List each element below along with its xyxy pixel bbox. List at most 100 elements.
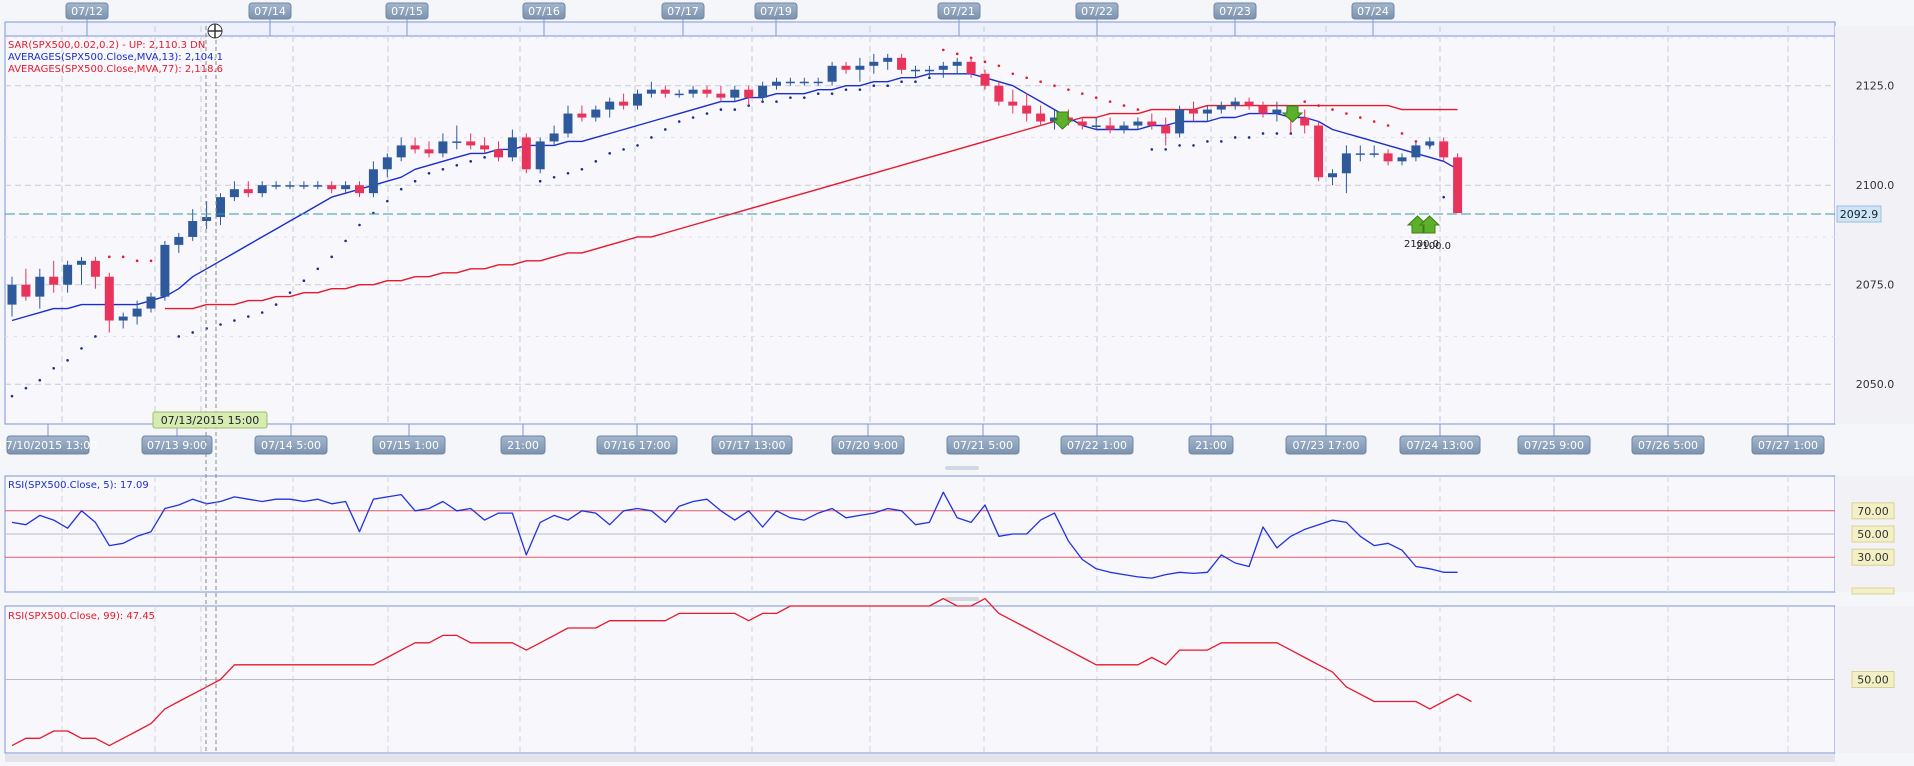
candle [7,276,17,317]
candle [1230,97,1240,110]
candle-body [77,260,86,265]
time-axis-badge [1517,435,1591,455]
header-date-label: 07/23 [1219,5,1251,18]
candle-body [1230,101,1240,106]
sar-dot [664,128,667,131]
candle-body [104,276,114,321]
candle [841,61,851,74]
crosshair-cursor-icon[interactable] [207,23,223,39]
sar-dot [733,108,737,111]
candle-body [494,149,503,158]
candle [799,77,809,86]
candle-body [1369,153,1379,155]
candle-body [605,101,615,110]
sar-dot [247,315,250,318]
candle [563,105,573,138]
candle-body [1133,121,1143,126]
candle-body [772,81,781,86]
candle [869,53,879,74]
header-date-label: 07/16 [528,5,560,18]
sar-dot [608,152,611,155]
candle [174,232,184,253]
candle [202,201,212,229]
candle [1036,105,1046,126]
sar-dot [816,92,820,95]
candle [1355,145,1365,162]
time-axis-label: 07/10/2015 13:00 [0,439,97,452]
rsi5-tick-label: 70.00 [1857,505,1889,518]
candle-body [702,89,712,94]
sar-dot [1442,195,1445,199]
candle-body [1300,117,1310,126]
candle [1077,117,1087,130]
candle-body [7,284,17,305]
sar-dot [636,144,639,147]
candle-body [952,61,962,66]
sar-dot [24,386,28,390]
candle-body [21,284,31,297]
sar-dot [1053,84,1056,87]
candle [646,81,656,98]
sar-dot [775,100,778,103]
header-date-label: 07/15 [391,5,423,18]
time-axis-badge [1399,435,1481,455]
sar-dot [1178,144,1181,147]
candle [104,272,114,333]
candle-body [1077,121,1087,126]
sar-dot [330,255,334,259]
candle-body [841,65,851,70]
candle-body [1314,125,1324,178]
sar-dot [789,96,792,99]
sar-dot [274,303,278,306]
candle-body [730,89,740,98]
ma77-line [164,104,1458,310]
sar-dot [108,255,111,259]
time-axis-badge [254,435,328,455]
candle-body [410,145,420,150]
candle-body [1202,109,1212,114]
sar-dot [942,48,945,52]
candle [1147,113,1157,130]
candle [285,181,295,190]
candle [730,85,740,102]
candle-body [1341,153,1351,174]
signal-up-arrow-icon [1418,215,1441,234]
candle [1258,101,1268,118]
candle [396,137,406,162]
sar-dot [650,136,653,139]
candle-body [285,185,295,187]
sar-dot [1359,116,1362,119]
sar-dot [858,88,862,91]
sar-dot [538,179,542,183]
candle-body [1397,157,1407,162]
sar-dot [1345,112,1348,115]
candle [883,53,893,70]
candle [772,77,781,90]
candle [1216,101,1226,114]
candle [966,57,976,78]
time-axis-badge [1060,435,1134,455]
horizontal-scrollbar[interactable] [5,754,1835,762]
candle-body [452,141,462,143]
candle-body [341,185,351,190]
candle [1091,117,1101,130]
sar-dot [1136,108,1140,111]
sar-dot [1025,76,1028,80]
candle [494,141,503,162]
sar-dot [427,171,431,175]
candle-body [938,65,948,70]
panel-resize-handle[interactable] [945,597,979,601]
sar-dot [413,179,417,183]
candle [243,181,253,198]
candle-body [1161,125,1171,134]
sar-dot [844,88,848,91]
sar-dot [94,335,97,338]
sar-dot [260,311,264,314]
candle [466,133,476,150]
panel-resize-handle[interactable] [945,466,979,470]
sar-dot [983,60,987,64]
sar-dot [719,108,723,111]
candle-body [674,93,684,96]
